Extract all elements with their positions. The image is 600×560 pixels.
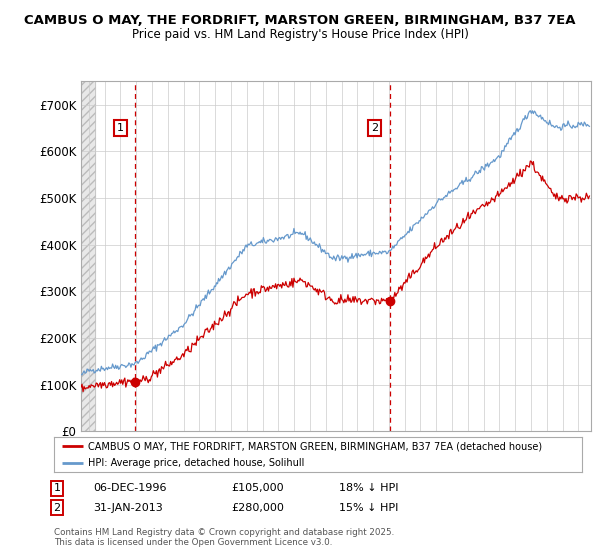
Bar — [65, 81, 95, 431]
Text: Price paid vs. HM Land Registry's House Price Index (HPI): Price paid vs. HM Land Registry's House … — [131, 28, 469, 41]
Text: £105,000: £105,000 — [231, 483, 284, 493]
Text: CAMBUS O MAY, THE FORDRIFT, MARSTON GREEN, BIRMINGHAM, B37 7EA: CAMBUS O MAY, THE FORDRIFT, MARSTON GREE… — [24, 14, 576, 27]
Text: CAMBUS O MAY, THE FORDRIFT, MARSTON GREEN, BIRMINGHAM, B37 7EA (detached house): CAMBUS O MAY, THE FORDRIFT, MARSTON GREE… — [88, 441, 542, 451]
Text: 1: 1 — [117, 123, 124, 133]
Text: Contains HM Land Registry data © Crown copyright and database right 2025.
This d: Contains HM Land Registry data © Crown c… — [54, 528, 394, 547]
Text: £280,000: £280,000 — [231, 503, 284, 513]
Text: 18% ↓ HPI: 18% ↓ HPI — [339, 483, 398, 493]
Text: 2: 2 — [53, 503, 61, 513]
Text: 06-DEC-1996: 06-DEC-1996 — [93, 483, 167, 493]
Text: 2: 2 — [371, 123, 378, 133]
Bar — [65, 81, 95, 431]
Text: HPI: Average price, detached house, Solihull: HPI: Average price, detached house, Soli… — [88, 458, 305, 468]
Text: 31-JAN-2013: 31-JAN-2013 — [93, 503, 163, 513]
Text: 1: 1 — [53, 483, 61, 493]
Text: 15% ↓ HPI: 15% ↓ HPI — [339, 503, 398, 513]
